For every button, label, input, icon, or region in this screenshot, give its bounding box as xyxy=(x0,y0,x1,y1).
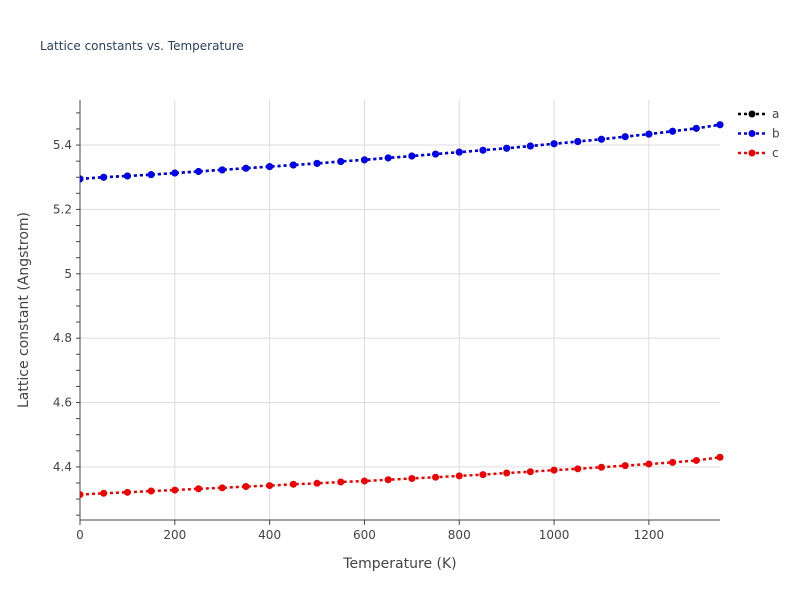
data-point-b xyxy=(574,138,582,146)
data-point-b xyxy=(242,164,250,172)
data-point-b xyxy=(100,173,108,181)
data-point-b xyxy=(479,146,487,154)
data-point-c xyxy=(645,460,653,468)
data-point-b xyxy=(313,159,321,167)
data-point-b xyxy=(597,135,605,143)
data-point-c xyxy=(455,472,463,480)
data-point-b xyxy=(289,161,297,169)
data-point-c xyxy=(80,491,84,499)
data-point-b xyxy=(621,133,629,141)
data-point-c xyxy=(313,479,321,487)
legend-marker-c xyxy=(748,149,756,157)
data-point-b xyxy=(360,156,368,164)
data-point-b xyxy=(123,172,131,180)
y-tick-label: 4.8 xyxy=(53,331,72,345)
data-point-b xyxy=(716,121,724,129)
y-tick-label: 5.2 xyxy=(53,202,72,216)
y-tick-label: 4.6 xyxy=(53,396,72,410)
y-tick-label: 5.4 xyxy=(53,138,72,152)
data-point-c xyxy=(195,485,203,493)
data-point-c xyxy=(337,478,345,486)
data-point-c xyxy=(242,483,250,491)
data-point-c xyxy=(408,474,416,482)
legend-item-a[interactable]: a xyxy=(738,107,779,121)
data-point-b xyxy=(384,154,392,162)
data-point-b xyxy=(171,169,179,177)
data-point-c xyxy=(669,458,677,466)
data-point-b xyxy=(455,148,463,156)
x-tick-label: 1200 xyxy=(634,528,665,542)
data-point-b xyxy=(550,140,558,148)
x-tick-label: 200 xyxy=(163,528,186,542)
data-point-c xyxy=(526,468,534,476)
data-point-c xyxy=(218,484,226,492)
data-point-c xyxy=(550,466,558,474)
data-point-b xyxy=(218,166,226,174)
data-point-c xyxy=(171,486,179,494)
data-point-c xyxy=(716,453,724,461)
data-point-b xyxy=(432,150,440,158)
data-point-c xyxy=(360,477,368,485)
legend-marker-a xyxy=(748,110,756,118)
y-tick-label: 4.4 xyxy=(53,460,72,474)
data-point-c xyxy=(289,480,297,488)
data-point-c xyxy=(123,488,131,496)
gridlines xyxy=(80,100,720,520)
data-point-c xyxy=(432,473,440,481)
data-point-c xyxy=(266,482,274,490)
data-point-c xyxy=(574,465,582,473)
legend-item-b[interactable]: b xyxy=(738,127,780,141)
data-point-c xyxy=(597,463,605,471)
axes: 0 200 400 600 800 1000 1200 4.4 4.6 4.8 5 5.2 5.4 xyxy=(53,100,720,542)
data-point-c xyxy=(621,462,629,470)
x-tick-label: 0 xyxy=(76,528,84,542)
series-b xyxy=(80,121,724,183)
legend-item-c[interactable]: c xyxy=(738,146,779,160)
chart-title: Lattice constants vs. Temperature xyxy=(40,39,244,53)
series-group xyxy=(80,121,724,499)
series-line-b xyxy=(80,123,721,181)
data-point-b xyxy=(337,157,345,165)
x-tick-label: 600 xyxy=(353,528,376,542)
series-line-c xyxy=(80,456,721,496)
data-point-b xyxy=(80,175,84,183)
data-point-c xyxy=(503,469,511,477)
y-axis-title: Lattice constant (Angstrom) xyxy=(16,212,32,408)
data-point-b xyxy=(408,152,416,160)
legend-label-a: a xyxy=(772,107,779,121)
data-point-c xyxy=(479,471,487,479)
data-point-b xyxy=(195,167,203,175)
data-point-b xyxy=(503,144,511,152)
legend-marker-b xyxy=(748,130,756,137)
data-point-c xyxy=(384,476,392,484)
data-point-b xyxy=(526,142,534,150)
data-point-b xyxy=(645,130,653,138)
data-point-c xyxy=(147,487,155,495)
x-tick-label: 800 xyxy=(448,528,471,542)
data-point-b xyxy=(692,124,700,132)
series-c xyxy=(80,453,724,499)
y-tick-label: 5 xyxy=(64,267,72,281)
data-point-b xyxy=(147,171,155,179)
data-point-c xyxy=(100,489,108,497)
legend-label-c: c xyxy=(772,146,779,160)
legend[interactable]: abc xyxy=(738,107,780,160)
data-point-b xyxy=(669,127,677,135)
x-axis-title: Temperature (K) xyxy=(342,556,456,572)
legend-label-b: b xyxy=(772,127,780,141)
data-point-b xyxy=(266,163,274,171)
x-tick-label: 400 xyxy=(258,528,281,542)
data-point-c xyxy=(692,456,700,464)
x-tick-label: 1000 xyxy=(539,528,570,542)
